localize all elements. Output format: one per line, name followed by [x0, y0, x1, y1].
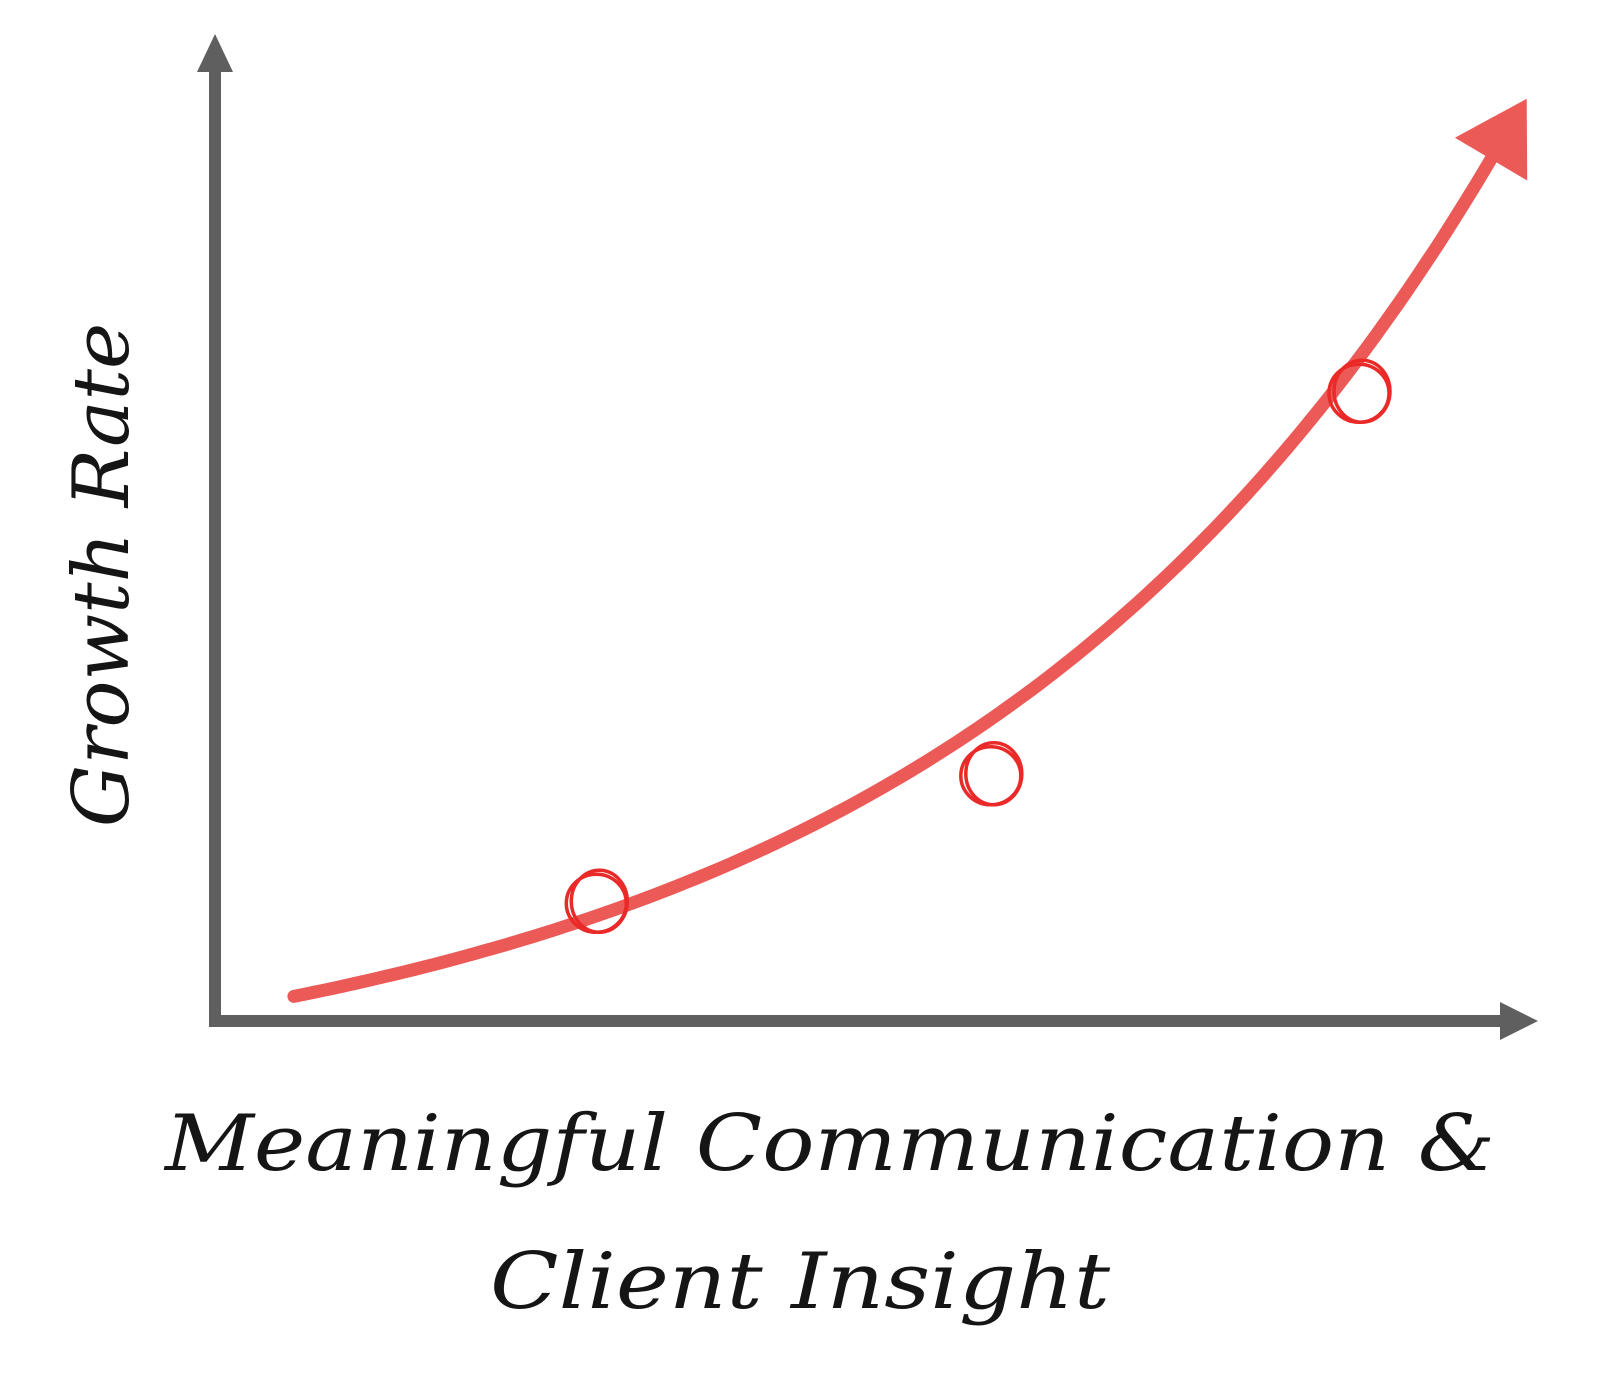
data-point-marker [1327, 358, 1392, 424]
data-point-marker-ring [964, 741, 1024, 807]
chart-axes [197, 34, 1538, 1040]
series-layer [287, 98, 1528, 1003]
data-point-marker-ring [1332, 358, 1392, 424]
growth-curve-arrowhead-icon [1454, 98, 1528, 181]
x-axis-arrowhead-icon [1500, 1002, 1538, 1040]
y-axis-arrowhead-icon [197, 34, 233, 72]
data-point-marker-ring [569, 868, 630, 935]
x-axis-label-line-2: Client Insight [490, 1237, 1111, 1327]
marker-layer [564, 358, 1392, 935]
data-point-marker [959, 741, 1024, 807]
growth-curve-line [287, 142, 1504, 1003]
y-axis-label: Growth Rate [57, 323, 147, 827]
x-axis-label-line-1: Meaningful Communication & [163, 1099, 1495, 1189]
data-point-marker [564, 868, 630, 935]
